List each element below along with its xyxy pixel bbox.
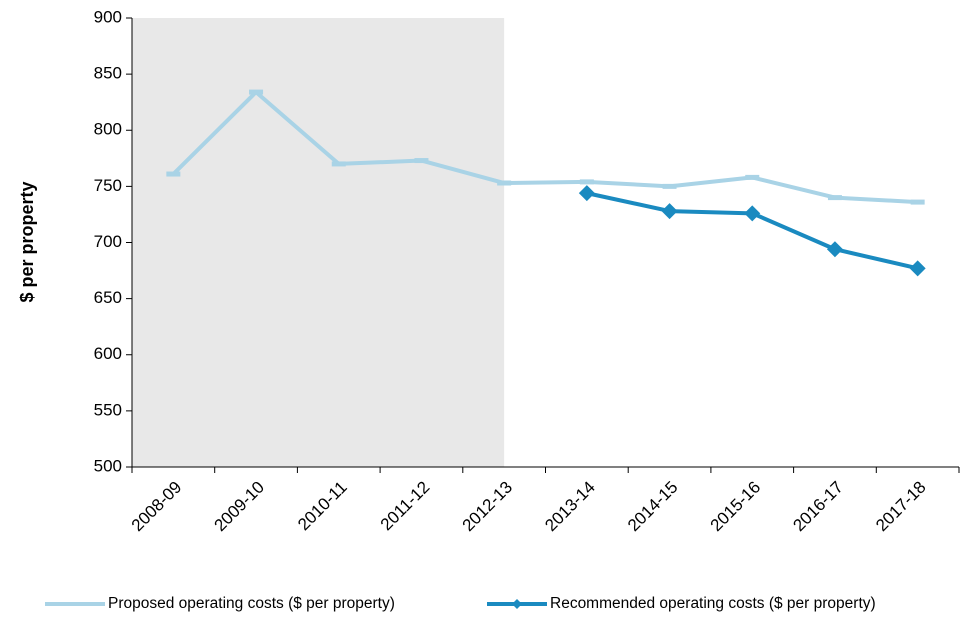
point xyxy=(579,179,594,185)
legend-label: Recommended operating costs ($ per prope… xyxy=(550,595,876,612)
x-tick-label: 2009-10 xyxy=(210,478,268,536)
legend-marker xyxy=(512,599,522,609)
point xyxy=(910,199,925,205)
point xyxy=(744,205,761,222)
y-axis-label: $ per property xyxy=(17,181,37,302)
y-tick-label: 500 xyxy=(94,456,122,475)
shaded-region xyxy=(132,18,505,467)
x-tick-label: 2008-09 xyxy=(128,478,186,536)
y-tick-label: 700 xyxy=(94,232,122,251)
y-tick-label: 650 xyxy=(94,288,122,307)
x-tick-label: 2016-17 xyxy=(789,478,847,536)
point xyxy=(662,183,677,189)
point xyxy=(331,161,346,167)
y-tick-label: 750 xyxy=(94,176,122,195)
y-tick-label: 900 xyxy=(94,7,122,26)
point xyxy=(909,260,926,277)
point xyxy=(661,203,678,220)
legend-label: Proposed operating costs ($ per property… xyxy=(108,595,395,612)
point xyxy=(497,180,512,186)
point xyxy=(827,195,842,201)
x-tick-label: 2014-15 xyxy=(624,478,682,536)
x-tick-label: 2013-14 xyxy=(541,478,599,536)
x-tick-label: 2017-18 xyxy=(872,478,930,536)
point xyxy=(414,158,429,164)
x-tick-label: 2015-16 xyxy=(707,478,765,536)
y-tick-label: 600 xyxy=(94,344,122,363)
series-line xyxy=(586,191,919,271)
point xyxy=(826,241,843,258)
x-tick-label: 2011-12 xyxy=(377,478,434,535)
y-tick-label: 550 xyxy=(94,400,122,419)
x-tick-label: 2012-13 xyxy=(459,478,517,536)
series-line xyxy=(171,90,918,205)
point xyxy=(249,89,264,95)
y-tick-label: 800 xyxy=(94,120,122,139)
point xyxy=(578,185,595,202)
point xyxy=(745,174,760,180)
point xyxy=(166,171,181,177)
x-tick-label: 2010-11 xyxy=(294,478,351,535)
y-tick-label: 850 xyxy=(94,64,122,83)
